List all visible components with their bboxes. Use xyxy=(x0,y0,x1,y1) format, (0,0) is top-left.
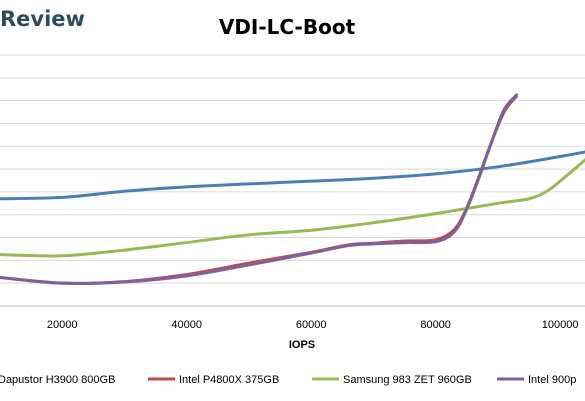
legend-label: Dapustor H3900 800GB xyxy=(0,374,115,386)
legend-label: Intel P4800X 375GB xyxy=(179,374,279,386)
legend-label: Intel 900p xyxy=(528,374,576,386)
series-line-3 xyxy=(0,93,519,285)
x-tick-label: 40000 xyxy=(171,319,202,331)
x-axis-ticks: 20000 40000 60000 80000 100000 xyxy=(47,319,579,331)
legend: Dapustor H3900 800GB Intel P4800X 375GB Sa… xyxy=(0,374,576,386)
x-tick-label: 100000 xyxy=(542,319,579,331)
x-axis-label: IOPS xyxy=(289,339,315,351)
x-tick-label: 80000 xyxy=(420,319,451,331)
legend-label: Samsung 983 ZET 960GB xyxy=(343,374,472,386)
series-lines xyxy=(0,93,585,285)
chart-title: VDI-LC-Boot xyxy=(219,15,356,39)
series-line-0 xyxy=(0,150,585,201)
gridlines xyxy=(0,54,585,307)
brand-logo-text: Review xyxy=(0,7,85,31)
x-tick-label: 60000 xyxy=(296,319,327,331)
series-line-2 xyxy=(0,158,585,258)
x-tick-label: 20000 xyxy=(47,319,78,331)
